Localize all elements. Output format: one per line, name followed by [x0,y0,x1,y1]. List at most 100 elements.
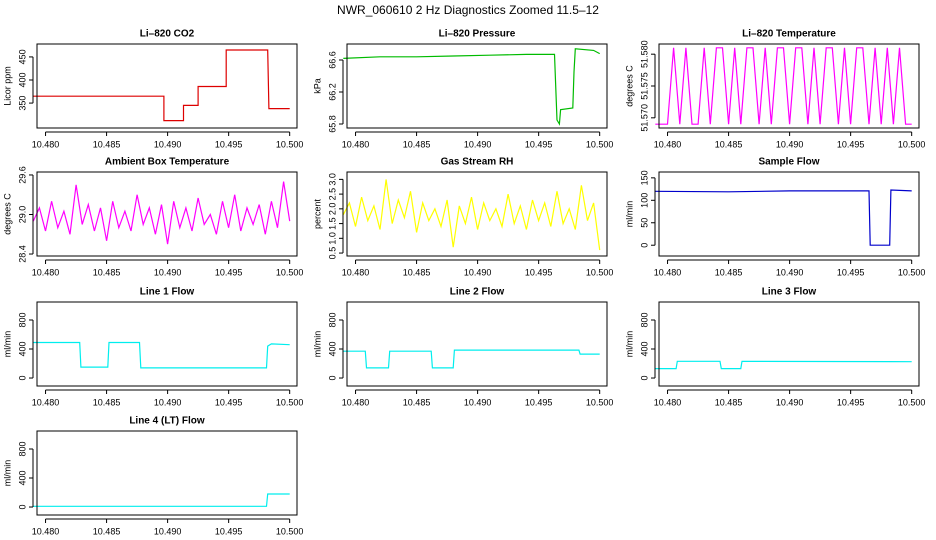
x-tick-label: 10.490 [154,397,182,407]
x-tick-label: 10.495 [215,139,243,149]
x-tick-label: 10.500 [586,139,614,149]
x-tick-label: 10.495 [837,267,865,277]
y-tick-label: 0 [17,505,27,510]
y-axis-label: Licor ppm [2,66,12,106]
x-tick-label: 10.485 [93,267,121,277]
panel-title: Gas Stream RH [441,157,514,168]
y-tick-label: 29.6 [17,166,27,184]
panel-title: Line 4 (LT) Flow [129,416,205,427]
y-tick-label: 450 [17,49,27,64]
panel-title: Li–820 Pressure [439,29,516,40]
x-tick-label: 10.480 [342,139,370,149]
x-tick-label: 10.480 [32,397,60,407]
x-tick-label: 10.495 [837,397,865,407]
x-tick-label: 10.490 [154,139,182,149]
y-axis-label: kPa [312,78,322,94]
y-tick-label: 350 [17,96,27,111]
plot-frame [658,43,920,129]
plot-frame [346,43,608,129]
x-tick-label: 10.490 [464,397,492,407]
y-tick-label: 800 [17,441,27,456]
data-line [655,189,912,246]
data-line [342,179,601,251]
x-tick-label: 10.490 [464,139,492,149]
x-tick-label: 10.495 [525,397,553,407]
panel-title: Li–820 Temperature [742,29,836,40]
x-tick-label: 10.480 [32,526,60,536]
y-tick-label: 0.5 [327,247,337,260]
y-tick-label: 66.2 [327,83,337,101]
x-tick-label: 10.495 [837,139,865,149]
y-tick-label: 28.4 [17,245,27,263]
y-axis-label: degrees C [2,193,12,235]
x-tick-label: 10.490 [464,267,492,277]
plot-frame [346,301,608,387]
y-tick-label: 400 [327,341,337,356]
x-tick-label: 10.490 [776,397,804,407]
y-tick-label: 29.0 [17,206,27,224]
y-axis-label: percent [312,198,322,229]
x-tick-label: 10.500 [898,397,926,407]
y-tick-label: 51.570 [639,104,649,132]
plot-frame [346,171,608,257]
x-tick-label: 10.480 [654,397,682,407]
x-tick-label: 10.500 [276,397,304,407]
panel-title: Line 3 Flow [762,287,817,298]
x-tick-label: 10.485 [93,139,121,149]
y-tick-label: 66.6 [327,51,337,69]
y-tick-label: 0 [17,376,27,381]
y-tick-label: 51.575 [639,72,649,100]
data-line [655,47,912,125]
y-tick-label: 2.0 [327,203,337,216]
x-tick-label: 10.500 [586,397,614,407]
x-tick-label: 10.495 [215,267,243,277]
x-tick-label: 10.480 [32,139,60,149]
y-tick-label: 400 [17,341,27,356]
y-tick-label: 0 [639,243,649,248]
y-tick-label: 51.580 [639,40,649,68]
y-axis-label: ml/min [624,201,634,228]
y-tick-label: 0 [327,376,337,381]
data-line [343,349,600,369]
y-tick-label: 65.8 [327,115,337,133]
plot-frame [36,430,298,516]
data-line [33,341,290,369]
x-tick-label: 10.485 [403,267,431,277]
x-tick-label: 10.490 [154,267,182,277]
data-line [33,493,290,507]
x-tick-label: 10.500 [276,139,304,149]
panel-title: Li–820 CO2 [140,29,195,40]
y-tick-label: 800 [327,312,337,327]
x-tick-label: 10.490 [776,139,804,149]
y-axis-label: ml/min [312,331,322,358]
x-tick-label: 10.500 [898,139,926,149]
plot-frame [36,171,298,257]
y-tick-label: 2.5 [327,188,337,201]
x-tick-label: 10.490 [154,526,182,536]
x-tick-label: 10.500 [276,526,304,536]
y-tick-label: 100 [639,193,649,208]
y-tick-label: 800 [17,312,27,327]
plot-frame [36,43,298,129]
y-tick-label: 50 [639,218,649,228]
x-tick-label: 10.485 [403,397,431,407]
x-tick-label: 10.495 [215,526,243,536]
plot-frame [36,301,298,387]
panel-title: Ambient Box Temperature [105,157,230,168]
panel-title: Line 2 Flow [450,287,505,298]
y-tick-label: 3.0 [327,173,337,186]
y-tick-label: 400 [17,72,27,87]
y-tick-label: 0 [639,376,649,381]
x-tick-label: 10.485 [403,139,431,149]
x-tick-label: 10.485 [93,526,121,536]
x-tick-label: 10.490 [776,267,804,277]
y-axis-label: ml/min [624,331,634,358]
x-tick-label: 10.480 [32,267,60,277]
x-tick-label: 10.495 [525,267,553,277]
x-tick-label: 10.495 [215,397,243,407]
y-axis-label: degrees C [624,65,634,107]
data-line [32,181,291,245]
data-line [33,49,290,122]
y-tick-label: 800 [639,312,649,327]
